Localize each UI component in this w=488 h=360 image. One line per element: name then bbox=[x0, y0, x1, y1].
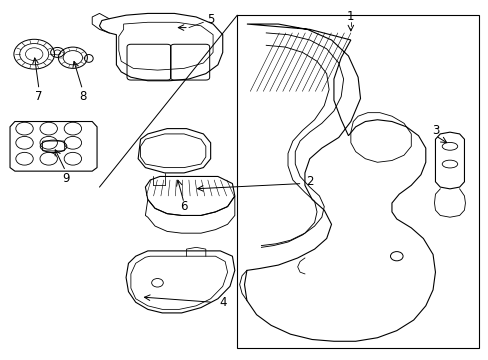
Text: 2: 2 bbox=[305, 175, 313, 188]
Text: 5: 5 bbox=[206, 13, 214, 26]
Text: 8: 8 bbox=[79, 90, 86, 103]
Text: 6: 6 bbox=[180, 200, 187, 213]
Text: 4: 4 bbox=[219, 296, 226, 309]
Text: 7: 7 bbox=[35, 90, 42, 103]
Text: 3: 3 bbox=[431, 124, 438, 137]
Text: 1: 1 bbox=[346, 10, 354, 23]
Text: 9: 9 bbox=[62, 172, 69, 185]
Bar bbox=[237, 15, 478, 348]
